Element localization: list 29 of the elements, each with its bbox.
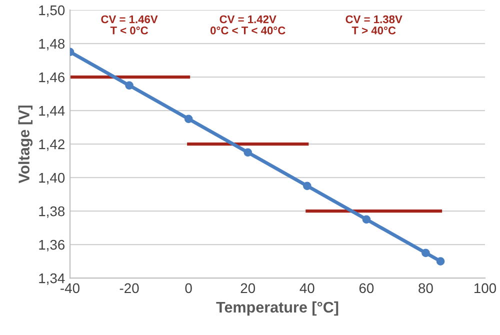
- point: [244, 148, 252, 157]
- y-tick-label: 1,50: [39, 5, 65, 17]
- point: [302, 182, 312, 190]
- y-tick-label: 1,42: [39, 139, 64, 151]
- y-tick-label: 1,36: [39, 240, 65, 252]
- y-tick-label: 1,34: [39, 273, 65, 285]
- x-tick-label: -40: [60, 283, 80, 294]
- y-tick-label: 1,44: [39, 106, 65, 118]
- x-tick-label: -20: [120, 283, 139, 294]
- y-tick-label: 1,46: [39, 72, 65, 84]
- x-tick-label: 100: [474, 283, 496, 294]
- point: [436, 257, 445, 266]
- y-tick-label: 1,48: [39, 38, 65, 50]
- x-axis-title: Temperature [°C]: [216, 301, 338, 316]
- annotation: CV = 1.42V 0°C < T < 40°C: [210, 15, 286, 34]
- annotation: CV = 1.38V T > 40°C: [346, 15, 402, 34]
- x-tick-label: 0: [185, 283, 192, 294]
- x-tick-label: 40: [300, 283, 314, 294]
- y-tick-label: 1,40: [39, 172, 65, 184]
- point: [422, 248, 430, 258]
- x-tick-label: 20: [240, 283, 256, 294]
- y-tick-label: 1,38: [39, 206, 65, 218]
- annotation: CV = 1.46V T < 0°C: [101, 15, 158, 34]
- y-axis-title: Voltage [V]: [18, 106, 33, 184]
- x-tick-label: 60: [359, 283, 374, 294]
- point: [125, 81, 134, 90]
- point: [184, 114, 193, 124]
- x-tick-label: 80: [418, 283, 433, 294]
- point: [362, 215, 371, 224]
